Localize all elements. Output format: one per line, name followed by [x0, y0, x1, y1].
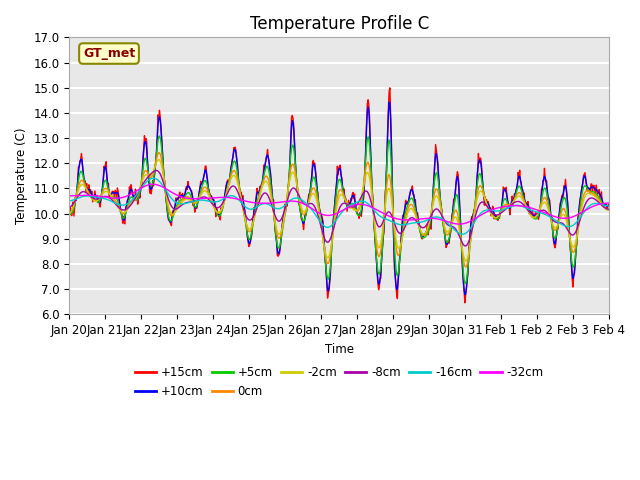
- +10cm: [76, 164, 83, 169]
- Line: +5cm: +5cm: [69, 136, 609, 284]
- +10cm: [65, 209, 73, 215]
- -32cm: [131, 189, 138, 195]
- +10cm: [406, 194, 413, 200]
- 0cm: [131, 196, 138, 202]
- +5cm: [186, 192, 194, 198]
- 0cm: [65, 211, 73, 216]
- Line: -32cm: -32cm: [69, 184, 609, 224]
- +5cm: [156, 133, 163, 139]
- -32cm: [456, 221, 463, 227]
- +15cm: [386, 85, 394, 91]
- -8cm: [462, 243, 470, 249]
- Y-axis label: Temperature (C): Temperature (C): [15, 128, 28, 224]
- -8cm: [421, 224, 429, 229]
- +5cm: [406, 198, 413, 204]
- 0cm: [406, 203, 413, 208]
- Line: 0cm: 0cm: [69, 153, 609, 267]
- -16cm: [459, 231, 467, 237]
- -2cm: [65, 210, 73, 216]
- -2cm: [131, 197, 138, 203]
- -16cm: [76, 195, 83, 201]
- +5cm: [131, 196, 138, 202]
- Legend: +15cm, +10cm, +5cm, 0cm, -2cm, -8cm, -16cm, -32cm: +15cm, +10cm, +5cm, 0cm, -2cm, -8cm, -16…: [130, 362, 548, 403]
- -2cm: [215, 209, 223, 215]
- +10cm: [385, 99, 393, 105]
- +10cm: [186, 185, 193, 191]
- 0cm: [421, 232, 429, 238]
- +15cm: [406, 193, 413, 199]
- -8cm: [215, 204, 223, 210]
- +15cm: [65, 212, 73, 218]
- +5cm: [76, 173, 83, 179]
- -2cm: [421, 231, 429, 237]
- Line: +10cm: +10cm: [69, 102, 609, 295]
- -16cm: [406, 221, 413, 227]
- +15cm: [214, 212, 222, 217]
- +15cm: [76, 164, 83, 170]
- -8cm: [131, 196, 138, 202]
- -2cm: [605, 207, 613, 213]
- -16cm: [150, 175, 157, 181]
- +10cm: [461, 292, 468, 298]
- Line: -2cm: -2cm: [69, 159, 609, 261]
- -16cm: [215, 198, 223, 204]
- +10cm: [421, 231, 429, 237]
- -32cm: [76, 192, 83, 198]
- -32cm: [149, 181, 157, 187]
- +5cm: [65, 212, 73, 218]
- -8cm: [605, 206, 613, 212]
- Title: Temperature Profile C: Temperature Profile C: [250, 15, 429, 33]
- +10cm: [131, 193, 138, 199]
- -2cm: [406, 207, 413, 213]
- -16cm: [186, 199, 194, 205]
- 0cm: [186, 196, 194, 202]
- -2cm: [76, 185, 83, 191]
- +5cm: [421, 234, 429, 240]
- +5cm: [605, 206, 613, 212]
- X-axis label: Time: Time: [324, 343, 354, 356]
- -2cm: [186, 197, 194, 203]
- -8cm: [76, 192, 83, 197]
- Text: GT_met: GT_met: [83, 47, 135, 60]
- -2cm: [462, 258, 470, 264]
- -32cm: [605, 200, 613, 206]
- -8cm: [65, 204, 73, 210]
- -8cm: [406, 216, 413, 222]
- -32cm: [186, 196, 194, 202]
- -16cm: [65, 198, 73, 204]
- Line: -8cm: -8cm: [69, 170, 609, 246]
- -8cm: [186, 199, 194, 205]
- 0cm: [462, 264, 470, 270]
- +5cm: [215, 213, 223, 219]
- 0cm: [76, 181, 83, 187]
- -16cm: [421, 218, 429, 224]
- +10cm: [605, 202, 613, 208]
- -16cm: [131, 194, 138, 200]
- +10cm: [214, 211, 222, 216]
- Line: -16cm: -16cm: [69, 178, 609, 234]
- 0cm: [605, 207, 613, 213]
- -16cm: [605, 203, 613, 209]
- +15cm: [421, 231, 429, 237]
- +15cm: [186, 184, 193, 190]
- -32cm: [65, 193, 73, 199]
- +15cm: [461, 300, 468, 306]
- +15cm: [131, 198, 138, 204]
- -8cm: [152, 168, 160, 173]
- 0cm: [215, 210, 223, 216]
- -32cm: [421, 216, 429, 221]
- -2cm: [155, 156, 163, 162]
- Line: +15cm: +15cm: [69, 88, 609, 303]
- +5cm: [462, 281, 470, 287]
- -32cm: [215, 194, 223, 200]
- 0cm: [155, 150, 163, 156]
- -32cm: [406, 217, 413, 223]
- +15cm: [605, 202, 613, 208]
